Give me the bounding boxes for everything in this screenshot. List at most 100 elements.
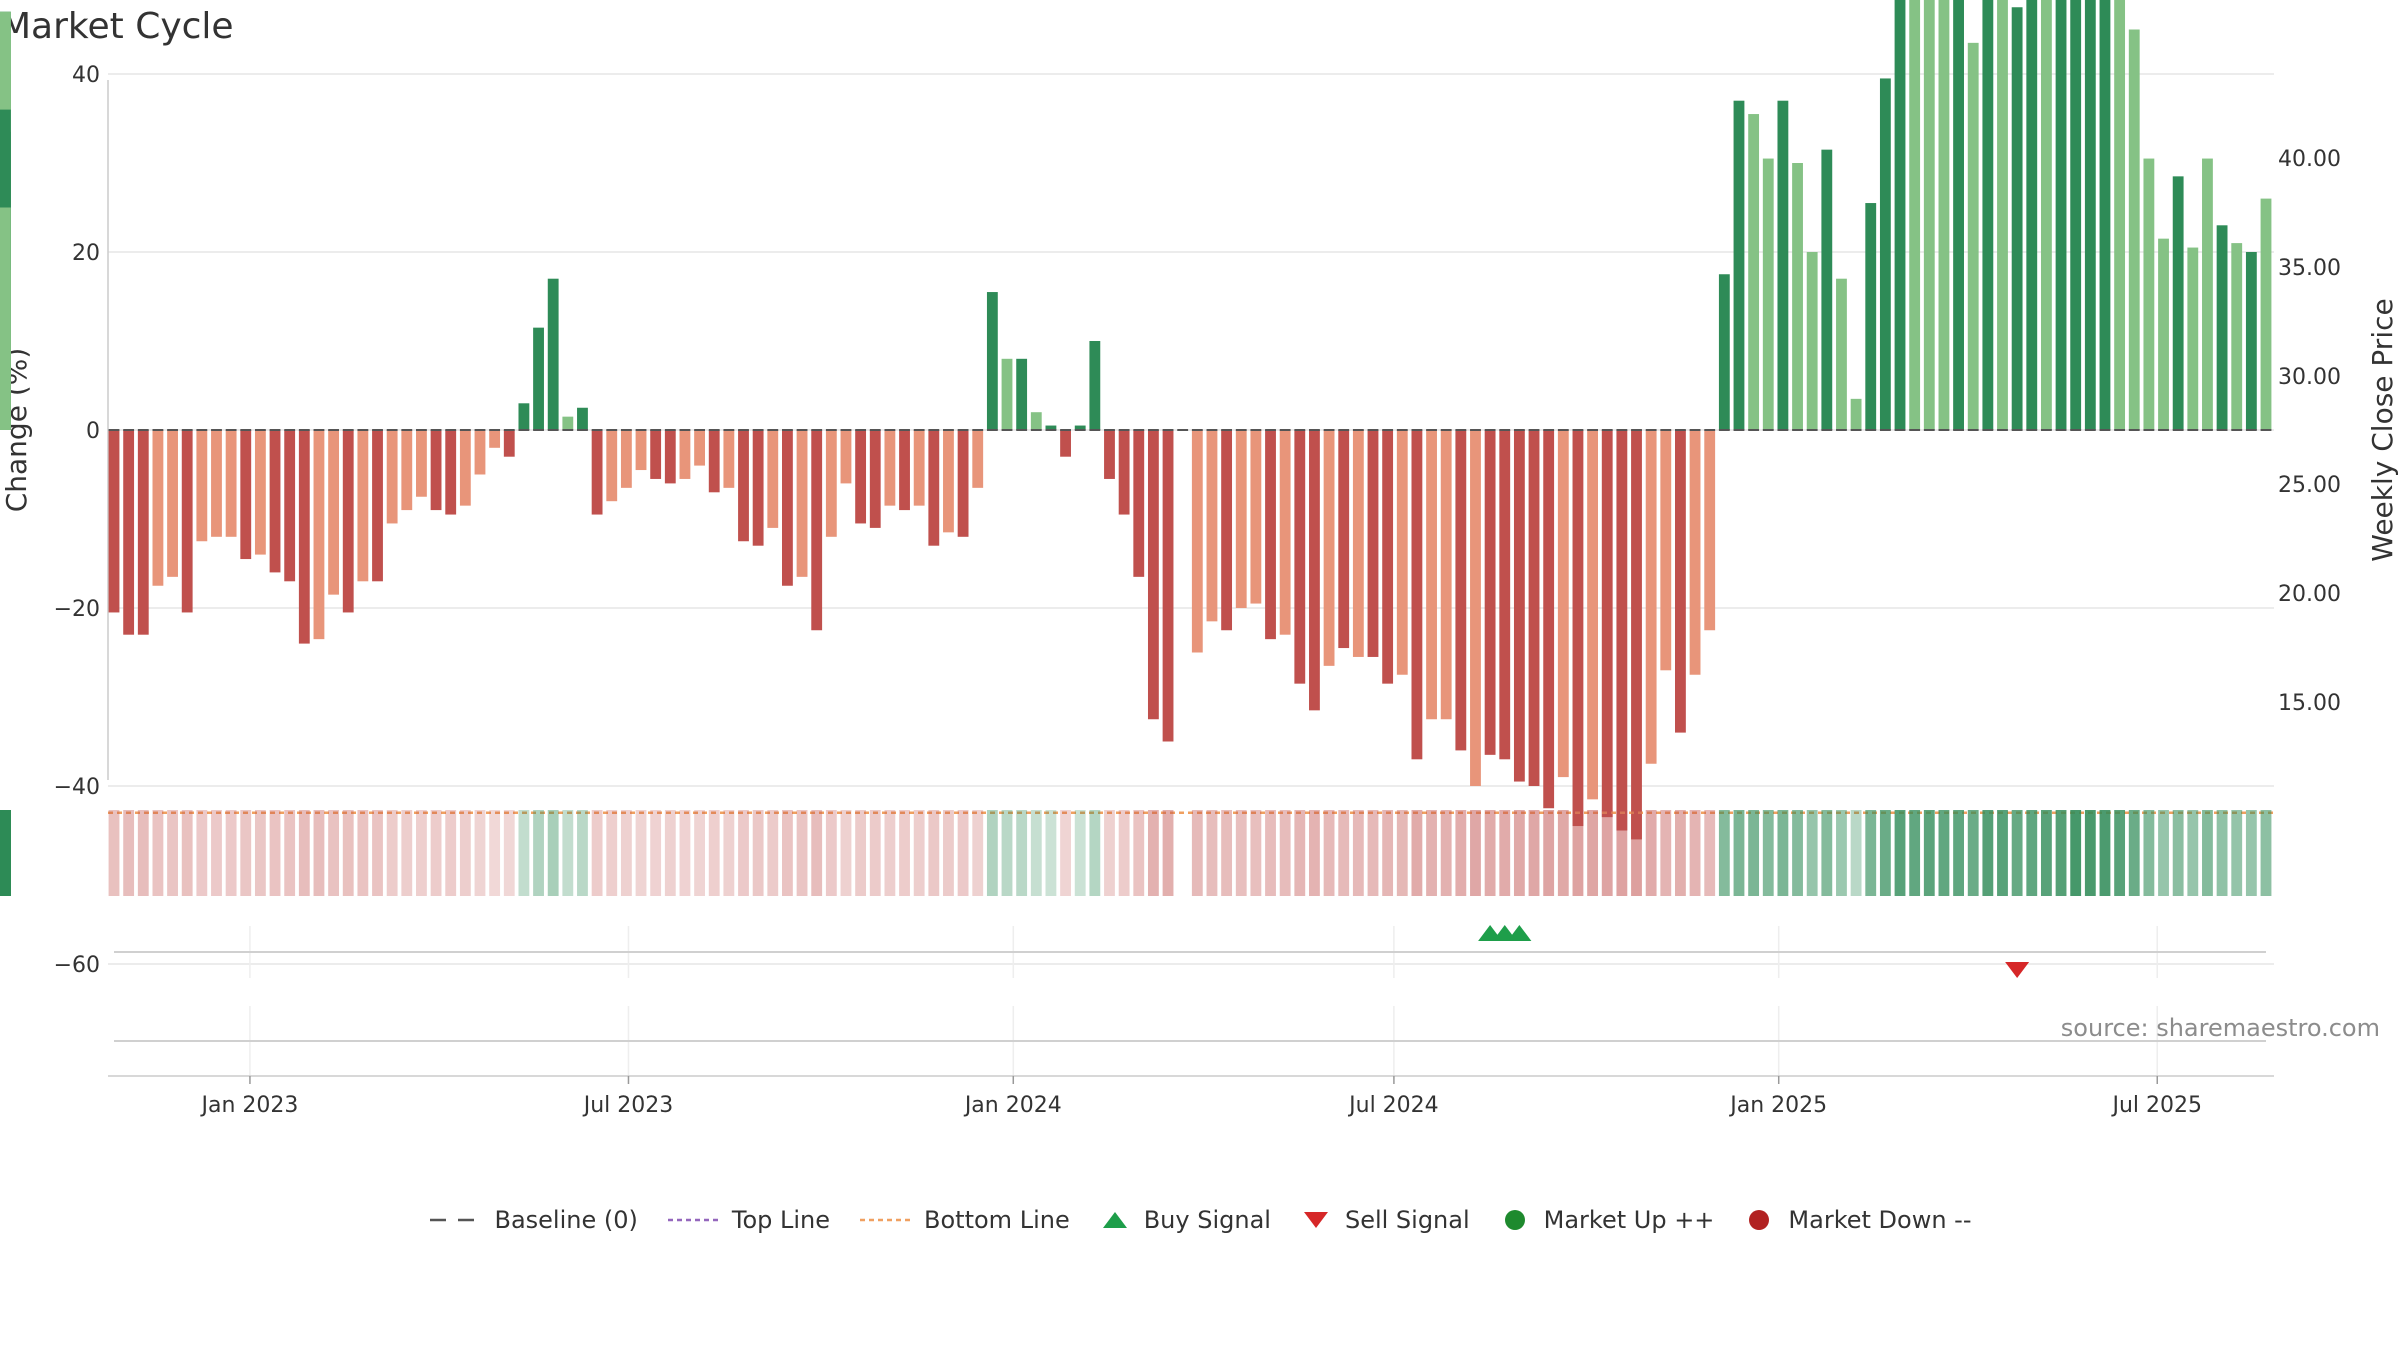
change-bar	[2128, 29, 2140, 430]
change-bar	[2084, 0, 2096, 430]
change-bar	[1675, 430, 1686, 733]
change-bar	[2187, 247, 2199, 430]
heat-cell	[2026, 810, 2038, 896]
change-bar	[503, 430, 515, 457]
change-bar	[518, 403, 530, 430]
left-tick-label: −60	[54, 953, 100, 978]
heat-cell	[2260, 810, 2272, 896]
heat-cell	[386, 810, 398, 896]
heat-cell	[928, 810, 940, 896]
change-bar	[1411, 430, 1423, 760]
heat-cell	[1440, 810, 1452, 896]
heat-cell	[708, 810, 720, 896]
change-bar	[1250, 430, 1262, 604]
change-bar	[1396, 430, 1408, 675]
heat-cell	[1557, 810, 1569, 896]
change-bar	[1645, 430, 1657, 764]
x-tick-label: Jul 2023	[582, 1093, 674, 1118]
change-bar	[123, 430, 135, 635]
change-bar	[1162, 430, 1174, 742]
change-bar	[1074, 425, 1086, 430]
heat-cell	[1748, 810, 1760, 896]
heat-cell	[913, 810, 925, 896]
legend-market-down[interactable]: Market Down --	[1742, 1206, 1972, 1234]
legend-label-buy-signal: Buy Signal	[1143, 1206, 1271, 1234]
change-bar	[562, 416, 574, 430]
legend-label-market-up: Market Up ++	[1543, 1206, 1715, 1234]
change-bar	[679, 430, 691, 479]
heat-cell	[2011, 810, 2023, 896]
main-panel: 6040200−20−40−6040.0035.0030.0025.0020.0…	[0, 0, 2399, 978]
change-bar	[723, 430, 735, 488]
change-bar	[2099, 0, 2111, 430]
change-bar	[1587, 430, 1599, 800]
heat-cell	[489, 810, 501, 896]
heat-cell	[2202, 810, 2213, 896]
change-bar	[2026, 0, 2038, 431]
heat-cell	[211, 810, 222, 896]
heat-cell	[1147, 810, 1159, 896]
change-bar	[2202, 158, 2213, 431]
heat-cell	[269, 810, 281, 896]
heat-cell	[1704, 810, 1716, 896]
heat-cell	[1997, 810, 2008, 896]
heat-cell	[284, 810, 296, 896]
change-bar	[1104, 430, 1115, 479]
change-bar	[591, 430, 603, 515]
heat-cell	[1089, 810, 1101, 896]
change-bar	[1513, 430, 1525, 782]
change-bar	[884, 430, 896, 506]
baseline-dash-icon	[430, 1218, 481, 1222]
change-bar	[1382, 430, 1394, 684]
heat-cell	[298, 810, 310, 896]
heat-cell	[1499, 810, 1511, 896]
heat-cell	[2158, 810, 2169, 896]
heat-cell	[1045, 810, 1057, 896]
legend-market-up[interactable]: Market Up ++	[1498, 1206, 1715, 1234]
change-bar	[1953, 0, 1964, 430]
change-bar	[1601, 430, 1613, 818]
change-bar	[825, 430, 837, 537]
heat-cell	[1470, 810, 1481, 896]
change-bar	[1499, 430, 1511, 760]
change-bar	[1455, 430, 1467, 751]
left-tick-label: 40	[72, 63, 100, 88]
change-bar	[1528, 430, 1540, 786]
change-bar	[547, 278, 559, 430]
legend-baseline[interactable]: Baseline (0)	[428, 1206, 638, 1234]
change-bar	[943, 430, 954, 533]
heat-cell	[474, 810, 486, 896]
right-tick-label: 30.00	[2278, 365, 2341, 390]
heat-cell	[620, 810, 632, 896]
change-bar	[957, 430, 969, 537]
change-bar	[1206, 430, 1218, 622]
heat-cell	[313, 810, 325, 896]
right-tick-label: 15.00	[2278, 691, 2341, 716]
heat-cell	[1543, 810, 1555, 896]
heat-cell	[1879, 810, 1891, 896]
heat-cell	[2084, 810, 2096, 896]
change-bar	[284, 430, 296, 582]
heat-cell	[1689, 810, 1701, 896]
change-bar	[1045, 425, 1057, 430]
heat-cell	[781, 810, 793, 896]
change-bar	[489, 430, 501, 448]
legend-buy-signal[interactable]: Buy Signal	[1098, 1206, 1271, 1234]
legend-sell-signal[interactable]: Sell Signal	[1299, 1206, 1470, 1234]
change-bar	[2055, 0, 2067, 431]
change-bar	[152, 430, 164, 586]
heat-cell	[752, 810, 764, 896]
heat-cell	[1060, 810, 1071, 896]
heat-cell	[1338, 810, 1350, 896]
change-bar	[1762, 158, 1774, 431]
heat-cell	[196, 810, 208, 896]
legend-top-line[interactable]: Top Line	[666, 1206, 830, 1234]
heat-cell	[738, 810, 749, 896]
change-bar	[342, 430, 354, 613]
change-bar	[1733, 100, 1745, 430]
heat-cell	[1777, 810, 1789, 896]
legend-bottom-line[interactable]: Bottom Line	[858, 1206, 1070, 1234]
heat-cell	[2114, 810, 2126, 896]
heat-cell	[1806, 810, 1818, 896]
